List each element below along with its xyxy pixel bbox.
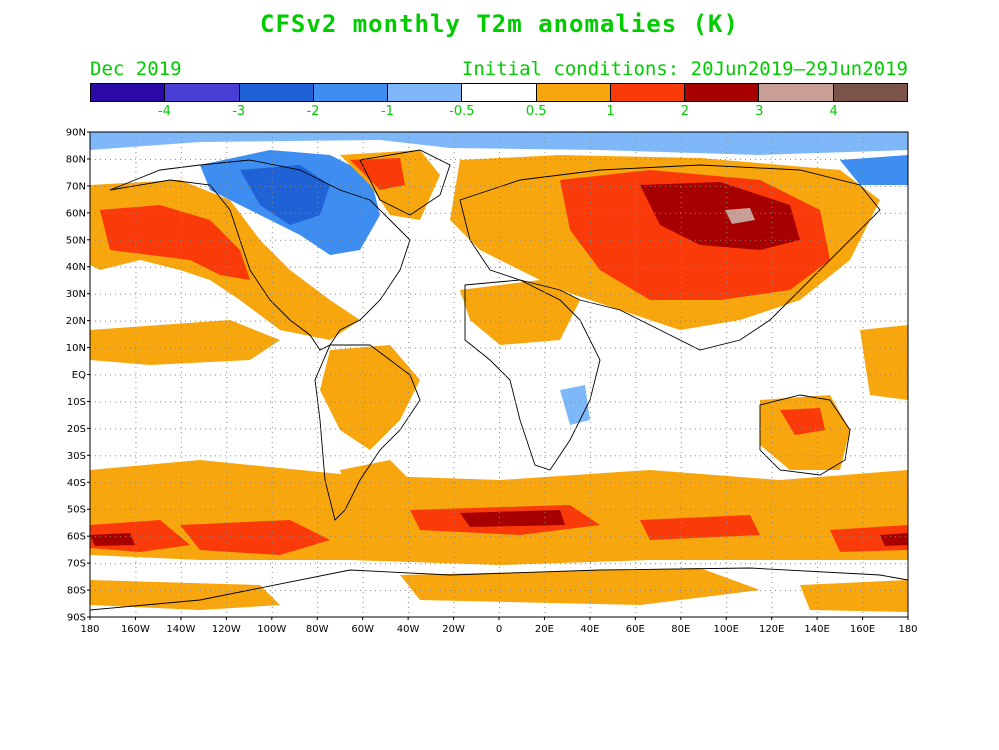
colorbar-segment (388, 84, 463, 101)
latitude-label: 50N (66, 235, 86, 246)
colorbar-segment (610, 84, 686, 101)
so-hot-2 (180, 520, 330, 555)
longitude-label: 140W (166, 624, 195, 635)
bering-cool (840, 155, 908, 185)
colorbar-segment (313, 84, 389, 101)
latitude-label: 30S (67, 451, 86, 462)
latitude-label: 40S (67, 478, 86, 489)
antarctica-coast (90, 567, 908, 611)
so-strong-5 (880, 533, 908, 546)
sahara-warm-anomaly (460, 280, 580, 345)
colorbar-segment (833, 84, 907, 101)
so-hot-4 (640, 515, 760, 540)
latitude-label: 80N (66, 154, 86, 165)
forecast-month: Dec 2019 (90, 58, 182, 80)
greenland-coast (359, 149, 451, 216)
antarctic-warm-1 (90, 580, 280, 610)
latitude-label: 90S (67, 613, 86, 624)
canada-strong-cold (240, 165, 330, 225)
colorbar-tick-label: 2 (680, 104, 690, 119)
latitude-label: 20N (66, 316, 86, 327)
map-title: CFSv2 monthly T2m anomalies (K) (260, 10, 739, 38)
greenland-hot-anomaly (350, 158, 405, 190)
longitude-label: 140E (804, 624, 829, 635)
latitude-label: 90N (66, 128, 86, 139)
longitude-label: 60E (626, 624, 645, 635)
antarctic-warm-3 (800, 580, 908, 612)
latitude-label: 40N (66, 262, 86, 273)
australia-hot (780, 408, 825, 435)
initial-conditions: Initial conditions: 20Jun2019–29Jun2019 (461, 58, 908, 80)
longitude-label: 120W (212, 624, 241, 635)
colorbar-segment (239, 84, 314, 101)
colorbar-tick-label: -2 (306, 104, 320, 119)
longitude-labels: 180 160W 140W 120W 100W 80W 60W 40W 20W 0 20E 40E 60… (80, 617, 918, 635)
latitude-label: 10S (67, 397, 86, 408)
east-pacific-warm (90, 320, 280, 365)
longitude-label: 80E (671, 624, 690, 635)
longitude-label: 180 (898, 624, 917, 635)
na-hot-anomaly (100, 205, 250, 280)
siberia-strong-anomaly (640, 182, 800, 250)
longitude-label: 20W (442, 624, 465, 635)
longitude-label: 80W (306, 624, 329, 635)
colorbar-segment (536, 84, 611, 101)
west-pacific-warm (860, 325, 908, 400)
colorbar-tick-label: -0.5 (449, 104, 475, 119)
longitude-label: 100W (257, 624, 286, 635)
so-strong-1 (90, 533, 135, 546)
north-america-coast (109, 159, 411, 351)
latitude-label: 60N (66, 208, 86, 219)
latitude-label: 20S (67, 424, 86, 435)
siberia-peak-anomaly (725, 208, 755, 224)
so-strong-3 (460, 510, 565, 527)
longitude-label: 100E (714, 624, 739, 635)
colorbar-segment (165, 84, 240, 101)
longitude-label: 160W (121, 624, 150, 635)
graticule (90, 132, 906, 618)
colorbar-tick-label: -1 (380, 104, 394, 119)
latitude-label: 50S (67, 505, 86, 516)
latitude-labels: 90N 80N 70N 60N 50N 40N 30N 20N 10N EQ 10S 20S 30S 40… (66, 128, 90, 624)
longitude-label: 120E (759, 624, 784, 635)
colorbar-segment (759, 84, 834, 101)
longitude-label: 180 (80, 624, 99, 635)
longitude-label: 20E (535, 624, 554, 635)
australia-coast (759, 394, 851, 476)
longitude-label: 160E (850, 624, 875, 635)
latitude-label: EQ (72, 370, 86, 381)
latitude-label: 70S (67, 559, 86, 570)
latitude-label: 30N (66, 289, 86, 300)
colorbar-segment (462, 84, 537, 101)
colorbar-tick-label: -4 (157, 104, 171, 119)
colorbar-tick-label: 3 (755, 104, 764, 119)
latitude-label: 70N (66, 181, 86, 192)
arctic-cool-anomaly (90, 132, 908, 155)
latitude-label: 80S (67, 586, 86, 597)
latitude-label: 60S (67, 532, 86, 543)
longitude-label: 40W (397, 624, 420, 635)
latitude-label: 10N (66, 343, 86, 354)
colorbar-tick-label: -3 (232, 104, 246, 119)
eurasia-coast (459, 164, 881, 351)
antarctic-warm-2 (400, 568, 760, 605)
sa-warm-anomaly (320, 345, 420, 450)
africa-coast (464, 279, 601, 471)
colorbar-segment (685, 84, 760, 101)
longitude-label: 40E (580, 624, 599, 635)
colorbar-tick-label: 1 (606, 104, 615, 119)
longitude-label: 0 (496, 624, 502, 635)
colorbar-segment (91, 84, 166, 101)
colorbar-tick-label: 0.5 (525, 104, 547, 119)
color-scale-bar (90, 83, 908, 102)
colorbar-tick-label: 4 (829, 104, 838, 119)
longitude-label: 60W (351, 624, 374, 635)
